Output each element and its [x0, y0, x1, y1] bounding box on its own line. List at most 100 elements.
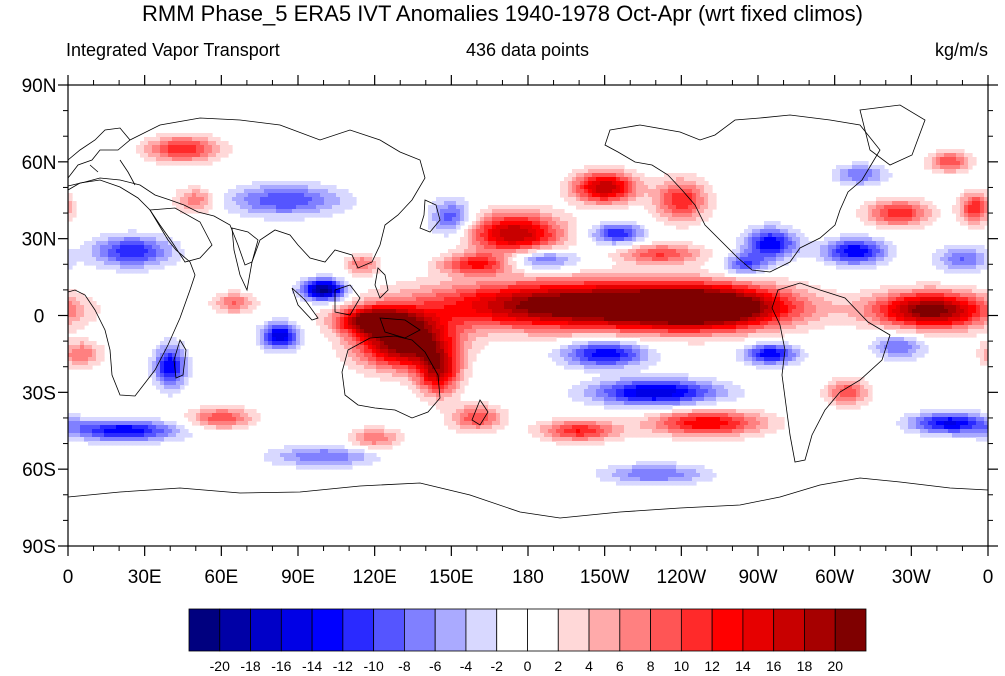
contour-cell [704, 249, 709, 254]
contour-cell [616, 285, 621, 290]
contour-cell [672, 285, 677, 290]
contour-cell [544, 265, 549, 270]
contour-cell [520, 221, 525, 226]
contour-cell [772, 289, 777, 294]
contour-cell [160, 153, 165, 158]
contour-cell [560, 253, 565, 258]
contour-cell [584, 189, 589, 194]
contour-cell [464, 297, 469, 302]
contour-cell [576, 181, 581, 186]
contour-cell [884, 313, 889, 318]
contour-cell [848, 181, 853, 186]
contour-cell [480, 285, 485, 290]
contour-cell [92, 305, 97, 310]
contour-cell [572, 297, 577, 302]
contour-cell [964, 157, 969, 162]
contour-cell [548, 205, 553, 210]
contour-cell [668, 297, 673, 302]
contour-cell [964, 297, 969, 302]
contour-cell [192, 149, 197, 154]
contour-cell [508, 269, 513, 274]
contour-cell [756, 245, 761, 250]
contour-cell [468, 225, 473, 230]
contour-cell [916, 325, 921, 330]
contour-cell [716, 305, 721, 310]
contour-cell [672, 301, 677, 306]
contour-cell [628, 201, 633, 206]
contour-cell [152, 245, 157, 250]
contour-cell [748, 269, 753, 274]
contour-cell [500, 325, 505, 330]
contour-cell [568, 305, 573, 310]
contour-cell [620, 321, 625, 326]
contour-cell [620, 181, 625, 186]
contour-cell [272, 201, 277, 206]
contour-cell [612, 285, 617, 290]
contour-cell [532, 217, 537, 222]
contour-cell [380, 289, 385, 294]
contour-cell [720, 281, 725, 286]
contour-cell [776, 321, 781, 326]
contour-cell [772, 321, 777, 326]
contour-cell [76, 297, 81, 302]
contour-cell [588, 173, 593, 178]
contour-cell [780, 301, 785, 306]
contour-cell [864, 181, 869, 186]
contour-cell [316, 281, 321, 286]
contour-cell [704, 305, 709, 310]
contour-cell [500, 301, 505, 306]
contour-cell [656, 201, 661, 206]
contour-cell [496, 313, 501, 318]
contour-cell [144, 261, 149, 266]
contour-cell [676, 217, 681, 222]
contour-cell [156, 233, 161, 238]
contour-cell [96, 265, 101, 270]
contour-cell [508, 213, 513, 218]
contour-cell [416, 281, 421, 286]
contour-cell [564, 229, 569, 234]
contour-cell [768, 221, 773, 226]
contour-cell [868, 181, 873, 186]
contour-cell [704, 317, 709, 322]
contour-cell [296, 289, 301, 294]
contour-cell [696, 293, 701, 298]
contour-cell [880, 201, 885, 206]
contour-cell [664, 217, 669, 222]
contour-cell [632, 189, 637, 194]
contour-cell [608, 197, 613, 202]
contour-cell [768, 237, 773, 242]
contour-cell [732, 257, 737, 262]
contour-cell [600, 201, 605, 206]
contour-cell [516, 325, 521, 330]
contour-cell [976, 253, 981, 258]
contour-cell [268, 325, 273, 330]
contour-cell [224, 305, 229, 310]
contour-cell [552, 241, 557, 246]
contour-cell [572, 193, 577, 198]
contour-cell [804, 293, 809, 298]
contour-cell [400, 321, 405, 326]
contour-cell [648, 185, 653, 190]
contour-cell [856, 177, 861, 182]
contour-cell [836, 265, 841, 270]
contour-cell [676, 241, 681, 246]
contour-cell [592, 285, 597, 290]
contour-cell [900, 301, 905, 306]
contour-cell [436, 201, 441, 206]
contour-cell [844, 309, 849, 314]
contour-cell [628, 313, 633, 318]
contour-cell [648, 285, 653, 290]
contour-cell [432, 261, 437, 266]
contour-cell [544, 313, 549, 318]
contour-cell [236, 309, 241, 314]
contour-cell [80, 257, 85, 262]
contour-cell [616, 317, 621, 322]
contour-cell [272, 213, 277, 218]
contour-cell [548, 261, 553, 266]
contour-cell [456, 293, 461, 298]
contour-cell [384, 313, 389, 318]
contour-cell [676, 257, 681, 262]
contour-cell [324, 213, 329, 218]
contour-cell [612, 269, 617, 274]
contour-cell [600, 317, 605, 322]
